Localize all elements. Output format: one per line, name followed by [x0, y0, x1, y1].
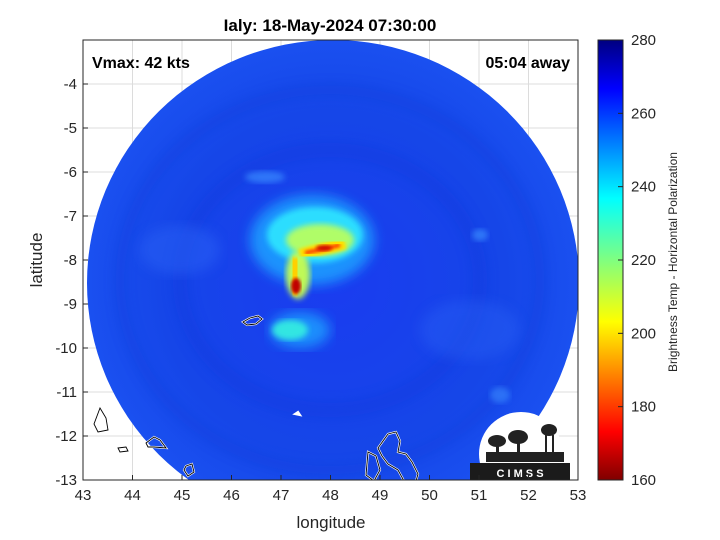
y-tick-label: -13 — [55, 472, 77, 489]
coastlines-inner — [93, 315, 419, 480]
x-tick-label: 52 — [520, 487, 537, 504]
colorbar-tick-label: 280 — [631, 32, 656, 49]
storm-cold-core — [291, 278, 301, 294]
colorbar-tick-label: 180 — [631, 399, 656, 416]
vmax-label: Vmax: 42 kts — [92, 55, 190, 72]
colorbar-label: Brightness Temp - Horizontal Polarizatio… — [666, 152, 680, 372]
y-tick-label: -9 — [64, 296, 77, 313]
colorbar-tick-label: 160 — [631, 472, 656, 489]
colorbar-tick-label: 240 — [631, 179, 656, 196]
colorbar: 280 260 240 220 200 180 160 Brightness Temp - … — [597, 32, 680, 489]
colorbar-tick-labels: 280 260 240 220 200 180 160 — [618, 32, 656, 489]
y-tick-label: -4 — [64, 76, 77, 93]
x-tick-labels: 43 44 45 46 47 48 49 50 51 52 53 — [75, 475, 587, 504]
x-tick-label: 44 — [124, 487, 141, 504]
x-tick-label: 43 — [75, 487, 92, 504]
x-tick-label: 49 — [372, 487, 389, 504]
y-tick-label: -7 — [64, 208, 77, 225]
x-tick-label: 47 — [273, 487, 290, 504]
storm-convection — [250, 195, 374, 348]
colorbar-tick-label: 220 — [631, 252, 656, 269]
x-tick-label: 50 — [421, 487, 438, 504]
cimss-logo-text: C I M S S — [496, 468, 543, 480]
figure-title: Ialy: 18-May-2024 07:30:00 — [224, 16, 437, 35]
x-tick-label: 46 — [223, 487, 240, 504]
colorbar-tick-label: 200 — [631, 325, 656, 342]
x-tick-label: 53 — [570, 487, 587, 504]
y-tick-label: -10 — [55, 340, 77, 357]
y-tick-label: -11 — [56, 384, 77, 401]
y-axis-label: latitude — [27, 233, 46, 288]
y-tick-label: -12 — [55, 428, 77, 445]
y-tick-label: -8 — [64, 252, 77, 269]
x-tick-label: 51 — [471, 487, 488, 504]
cimss-logo: C I M S S — [470, 412, 570, 496]
x-tick-label: 48 — [322, 487, 339, 504]
microwave-swath — [87, 40, 578, 480]
time-away-label: 05:04 away — [485, 55, 570, 72]
y-tick-label: -6 — [64, 164, 77, 181]
x-tick-label: 45 — [174, 487, 191, 504]
y-tick-labels: -4 -5 -6 -7 -8 -9 -10 -11 -12 -13 — [55, 76, 88, 489]
y-tick-label: -5 — [64, 120, 77, 137]
colorbar-tick-label: 260 — [631, 105, 656, 122]
x-axis-label: longitude — [296, 513, 365, 532]
